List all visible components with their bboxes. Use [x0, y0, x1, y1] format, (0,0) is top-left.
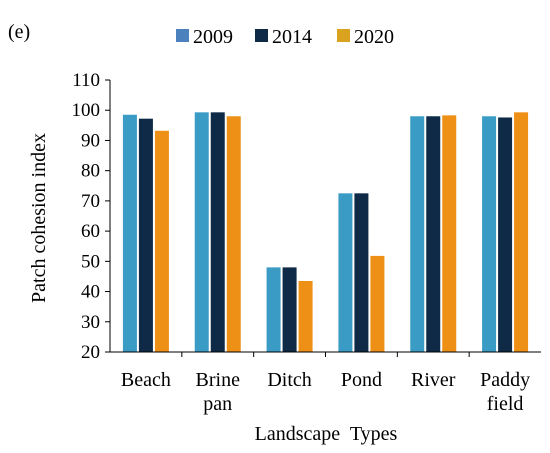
legend-label-2014: 2014	[272, 26, 312, 48]
bar-2009-pond	[338, 193, 353, 352]
x-tick-label: Brine pan	[196, 369, 241, 415]
legend: 2009 2014 2020	[176, 26, 394, 48]
bar-2009-river	[410, 116, 425, 353]
y-tick-label: 40	[81, 282, 100, 303]
x-tick-label-line: field	[487, 393, 524, 415]
legend-label-2009: 2009	[193, 26, 233, 48]
bar-2014-river	[426, 116, 441, 353]
x-tick-label-line: Brine	[196, 369, 241, 391]
bar-2014-paddy-field	[498, 117, 513, 352]
y-tick-label: 70	[81, 191, 100, 212]
y-tick-label: 110	[72, 70, 100, 91]
x-tick-label-line: Paddy	[480, 369, 530, 391]
x-tick-label: River	[411, 369, 456, 391]
x-tick-label: Paddy field	[480, 369, 530, 415]
y-tick-label: 50	[81, 251, 100, 272]
x-axis-ticks: Beach Brine pan Ditch Pond River Paddy field	[121, 352, 530, 415]
bar-2014-ditch	[282, 267, 297, 352]
legend-swatch-2014	[255, 29, 268, 42]
legend-swatch-2009	[176, 29, 189, 42]
x-tick-label-line: River	[411, 369, 456, 391]
bar-2009-brine-pan	[194, 112, 209, 353]
bar-2009-paddy-field	[482, 116, 497, 353]
x-tick-label-line: Pond	[341, 369, 382, 391]
y-tick-label: 20	[81, 342, 100, 363]
bar-2009-beach	[122, 114, 137, 352]
bar-2014-beach	[138, 118, 153, 352]
bar-2014-brine-pan	[210, 112, 225, 353]
bars	[122, 112, 529, 353]
x-tick-label: Pond	[341, 369, 382, 391]
bar-2020-beach	[154, 130, 169, 352]
x-tick-label-line: pan	[203, 393, 232, 415]
y-axis-ticks: 20 30 40 50 60 70 80 90 100 110	[72, 70, 110, 363]
x-axis-label: Landscape Types	[255, 423, 398, 445]
bar-2020-ditch	[298, 280, 313, 352]
bar-2020-brine-pan	[226, 116, 241, 353]
y-tick-label: 100	[72, 100, 101, 121]
bar-2020-river	[442, 115, 457, 352]
y-axis-label: Patch cohesion index	[28, 133, 50, 303]
bar-2014-pond	[354, 193, 369, 352]
bar-2009-ditch	[266, 267, 281, 352]
x-tick-label-line: Ditch	[267, 369, 311, 391]
x-tick-label-line: Beach	[121, 369, 171, 391]
bar-2020-pond	[370, 255, 385, 352]
y-tick-label: 80	[81, 161, 100, 182]
y-tick-label: 30	[81, 312, 100, 333]
legend-label-2020: 2020	[354, 26, 394, 48]
x-tick-label: Ditch	[267, 369, 311, 391]
bar-2020-paddy-field	[514, 112, 529, 353]
x-tick-label: Beach	[121, 369, 171, 391]
legend-swatch-2020	[337, 29, 350, 42]
panel-label: (e)	[8, 21, 30, 43]
y-tick-label: 60	[81, 221, 100, 242]
y-tick-label: 90	[81, 130, 100, 151]
